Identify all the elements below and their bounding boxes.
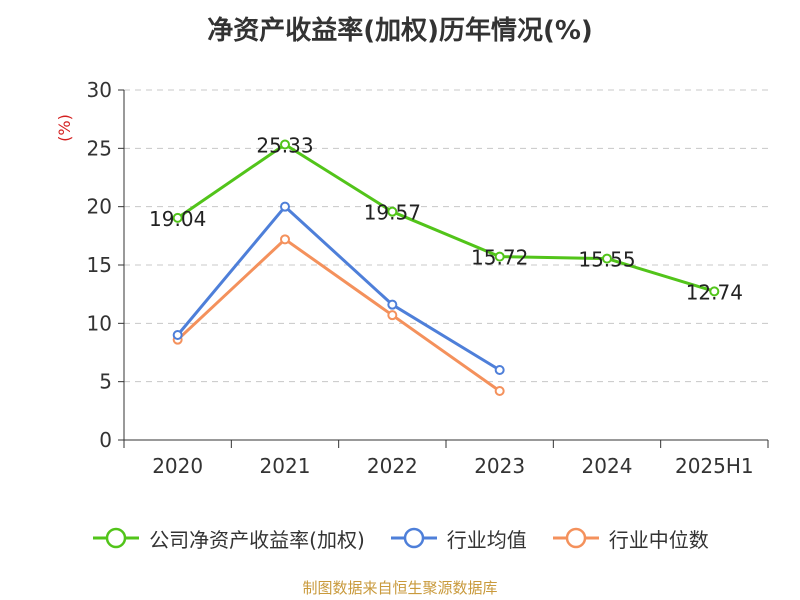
legend-item: 行业中位数 (551, 524, 709, 553)
legend-item: 行业均值 (389, 524, 527, 553)
y-tick-label: 15 (87, 253, 112, 277)
data-label: 19.57 (364, 201, 421, 225)
chart-title: 净资产收益率(加权)历年情况(%) (207, 16, 593, 46)
legend-label: 行业中位数 (608, 527, 709, 552)
data-label: 15.55 (578, 248, 635, 272)
data-point (387, 299, 398, 310)
x-tick-label: 2022 (367, 454, 418, 478)
data-point (172, 212, 183, 223)
x-tick-label: 2023 (474, 454, 525, 478)
source-note: 制图数据来自恒生聚源数据库 (302, 579, 498, 597)
series-line (176, 205, 501, 372)
y-tick-label: 25 (87, 136, 112, 160)
legend-label: 行业均值 (446, 527, 527, 552)
series-line (176, 142, 715, 293)
y-tick-label: 5 (99, 370, 112, 394)
data-label: 19.04 (149, 207, 206, 231)
legend-marker-icon (93, 527, 140, 549)
data-point (280, 139, 290, 150)
legend-marker-icon (552, 527, 599, 549)
y-tick-label: 20 (87, 195, 112, 219)
x-tick-label: 2024 (582, 454, 633, 478)
x-tick-label: 2025H1 (675, 454, 754, 478)
data-point (172, 330, 183, 340)
data-label: 12.74 (686, 280, 743, 304)
data-point (709, 286, 720, 297)
series-line (176, 237, 501, 393)
x-tick-label: 2020 (152, 454, 203, 478)
y-axis-label: (%) (55, 114, 74, 142)
data-point (494, 365, 505, 375)
chart-legend: 公司净资产收益率(加权) 行业均值 行业中位数 (0, 518, 800, 558)
legend-marker-icon (390, 527, 437, 549)
data-point (602, 253, 612, 264)
data-point (387, 310, 398, 321)
x-tick-label: 2021 (260, 454, 311, 478)
legend-item: 公司净资产收益率(加权) (91, 524, 365, 553)
data-label: 15.72 (471, 246, 528, 270)
y-tick-label: 0 (99, 428, 112, 452)
data-label: 25.33 (256, 133, 313, 157)
data-point (494, 386, 505, 396)
legend-label: 公司净资产收益率(加权) (149, 527, 365, 552)
y-tick-label: 30 (87, 78, 112, 102)
y-tick-label: 10 (87, 311, 112, 335)
data-point (280, 234, 290, 245)
data-point (494, 251, 505, 262)
data-point (387, 206, 398, 217)
data-point (280, 201, 290, 212)
